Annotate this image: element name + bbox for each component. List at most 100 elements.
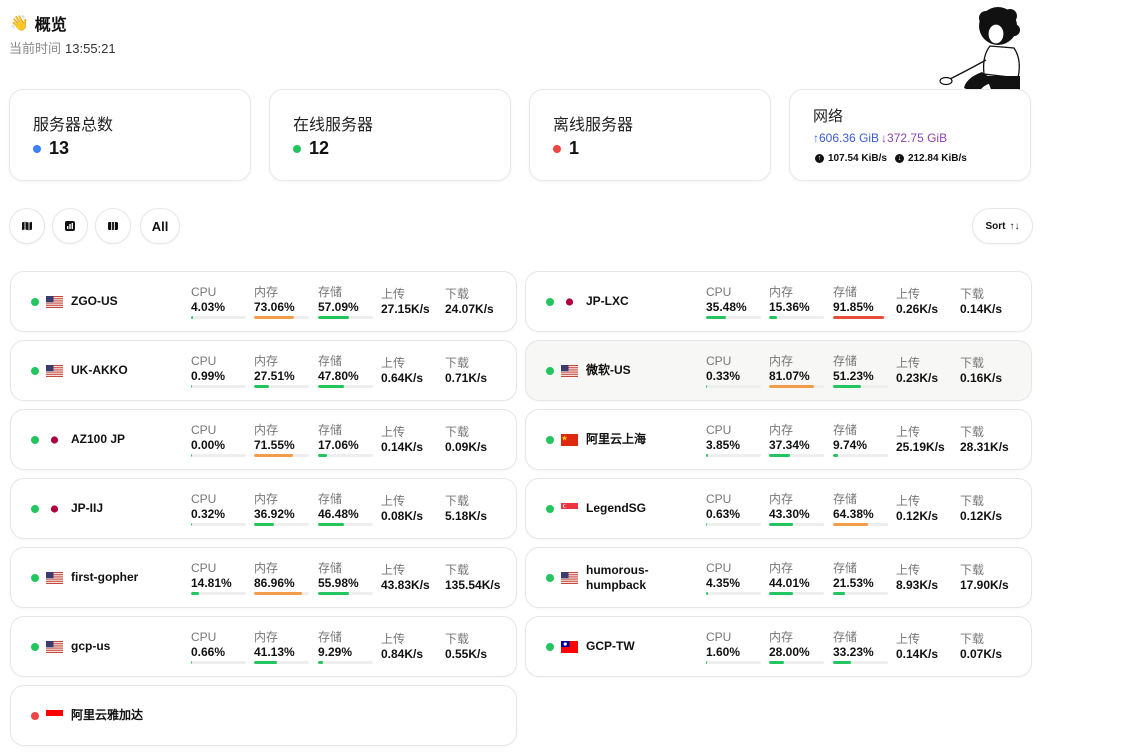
server-card[interactable]: 阿里云上海 CPU 3.85% 内存 37.34% 存储 9.74% 上传 25.19K/s 下载…	[525, 409, 1032, 470]
metric-mem: 内存 43.30%	[769, 492, 824, 526]
server-card[interactable]: JP-LXC CPU 35.48% 内存 15.36% 存储 91.85% 上传 0.26K/s…	[525, 271, 1032, 332]
metric-disk: 存储 17.06%	[318, 423, 373, 457]
metric-mem-value: 15.36%	[769, 300, 810, 314]
metric-cpu-value: 0.66%	[191, 645, 226, 659]
metric-up-label: 上传	[896, 356, 921, 370]
metric-cpu-value: 4.35%	[706, 576, 741, 590]
metric-disk-value: 33.23%	[833, 645, 874, 659]
server-card[interactable]: humorous-humpback CPU 4.35% 内存 44.01% 存储 21.53…	[525, 547, 1032, 608]
waving-hand-icon: 👋	[10, 15, 29, 32]
server-card[interactable]: AZ100 JP CPU 0.00% 内存 71.55% 存储 17.06% 上传 0.14K/…	[10, 409, 517, 470]
flag-id-icon	[46, 709, 63, 722]
metric-cpu-bar-fill	[706, 316, 726, 319]
flag-us-icon	[561, 571, 578, 584]
metric-disk-label: 存储	[833, 492, 858, 506]
metric-up-value: 43.83K/s	[381, 578, 430, 592]
metric-cpu-bar-fill	[191, 523, 193, 526]
metric-up: 上传 0.26K/s	[896, 287, 938, 317]
metric-up: 上传 0.08K/s	[381, 494, 423, 524]
metric-cpu-value: 4.03%	[191, 300, 226, 314]
server-card[interactable]: 阿里云雅加达	[10, 685, 517, 746]
metric-disk-value: 9.29%	[318, 645, 353, 659]
server-card[interactable]: UK-AKKO CPU 0.99% 内存 27.51% 存储 47.80% 上传 0.64K/s…	[10, 340, 517, 401]
server-name: 阿里云雅加达	[71, 708, 144, 722]
metric-mem-value: 81.07%	[769, 369, 810, 383]
metric-disk: 存储 21.53%	[833, 561, 888, 595]
columns-view-button[interactable]	[95, 208, 131, 244]
metric-up-value: 0.26K/s	[896, 302, 939, 316]
metric-down: 下载 0.09K/s	[445, 425, 487, 455]
metric-mem-bar-fill	[254, 454, 294, 457]
metric-mem-bar	[769, 523, 824, 526]
map-view-button[interactable]	[9, 208, 45, 244]
metric-disk-bar-fill	[318, 523, 344, 526]
stat-network: 网络 ↑606.36 GiB ↓372.75 GiB ↑ 107.54 KiB/s …	[789, 89, 1031, 181]
server-name: 阿里云上海	[586, 432, 647, 446]
server-card[interactable]: first-gopher CPU 14.81% 内存 86.96% 存储 55.98% 上传 4…	[10, 547, 517, 608]
metric-disk-bar	[318, 454, 373, 457]
metric-mem-bar	[769, 316, 824, 319]
metric-disk-bar	[833, 592, 888, 595]
metric-up-label: 上传	[896, 287, 921, 301]
metric-down: 下载 0.55K/s	[445, 632, 487, 662]
metric-down-value: 17.90K/s	[960, 578, 1009, 592]
metric-down-label: 下载	[445, 632, 470, 646]
metric-disk-bar-fill	[318, 592, 349, 595]
metric-disk: 存储 33.23%	[833, 630, 888, 664]
metric-cpu-value: 14.81%	[191, 576, 232, 590]
metric-up-value: 0.64K/s	[381, 371, 424, 385]
metric-down-value: 0.55K/s	[445, 647, 488, 661]
flag-sg-icon	[561, 502, 578, 515]
metric-cpu-bar-fill	[191, 661, 193, 664]
metric-disk-label: 存储	[318, 285, 343, 299]
server-name: AZ100 JP	[71, 432, 126, 446]
metric-mem-value: 73.06%	[254, 300, 295, 314]
metric-down-value: 28.31K/s	[960, 440, 1009, 454]
metric-disk: 存储 64.38%	[833, 492, 888, 526]
filter-all-button[interactable]: All	[140, 208, 180, 244]
online-status-dot	[546, 505, 554, 513]
metric-disk-value: 57.09%	[318, 300, 359, 314]
metric-down-label: 下载	[960, 356, 985, 370]
server-card[interactable]: 微软-US CPU 0.33% 内存 81.07% 存储 51.23% 上传 0.23K/s 下载…	[525, 340, 1032, 401]
online-status-dot	[31, 643, 39, 651]
chart-view-button[interactable]	[52, 208, 88, 244]
blue-status-dot	[33, 144, 41, 153]
metric-mem-label: 内存	[769, 630, 794, 644]
metric-mem-label: 内存	[254, 630, 279, 644]
metric-mem-bar-fill	[254, 523, 275, 526]
network-upload-speed: 107.54 KiB/s	[828, 153, 887, 164]
metric-disk-bar	[318, 316, 373, 319]
metric-disk-value: 17.06%	[318, 438, 359, 452]
map-icon	[22, 221, 32, 231]
metric-down: 下载 0.71K/s	[445, 356, 487, 386]
stat-offline-label: 离线服务器	[553, 117, 634, 134]
green-status-dot	[293, 144, 301, 153]
metric-down-label: 下载	[445, 494, 470, 508]
sort-button[interactable]: Sort ↑↓	[972, 208, 1033, 244]
metric-down-label: 下载	[445, 425, 470, 439]
metric-down: 下载 24.07K/s	[445, 287, 494, 317]
server-card[interactable]: LegendSG CPU 0.63% 内存 43.30% 存储 64.38% 上传 0.12K/…	[525, 478, 1032, 539]
metric-disk-bar	[833, 316, 888, 319]
server-name: JP-LXC	[586, 294, 629, 308]
metric-disk-bar-fill	[318, 454, 328, 457]
metric-cpu-label: CPU	[706, 561, 732, 575]
columns-icon	[108, 222, 118, 230]
metric-mem-bar	[769, 454, 824, 457]
server-card[interactable]: JP-IIJ CPU 0.32% 内存 36.92% 存储 46.48% 上传 0.08K/s 下…	[10, 478, 517, 539]
server-card[interactable]: ZGO-US CPU 4.03% 内存 73.06% 存储 57.09% 上传 27.15K/s…	[10, 271, 517, 332]
metric-mem-label: 内存	[769, 285, 794, 299]
online-status-dot	[546, 643, 554, 651]
metric-down-value: 0.07K/s	[960, 647, 1003, 661]
metric-down-label: 下载	[960, 563, 985, 577]
chart-icon	[65, 221, 75, 231]
metric-down-value: 0.71K/s	[445, 371, 488, 385]
metric-mem-bar-fill	[769, 454, 790, 457]
metric-disk: 存储 51.23%	[833, 354, 888, 388]
server-card[interactable]: GCP-TW CPU 1.60% 内存 28.00% 存储 33.23% 上传 0.14K/s 下…	[525, 616, 1032, 677]
flag-cn-icon	[561, 433, 578, 446]
metric-up: 上传 0.14K/s	[896, 632, 938, 662]
metric-cpu-bar	[706, 385, 761, 388]
server-card[interactable]: gcp-us CPU 0.66% 内存 41.13% 存储 9.29% 上传 0.84K/s 下载…	[10, 616, 517, 677]
